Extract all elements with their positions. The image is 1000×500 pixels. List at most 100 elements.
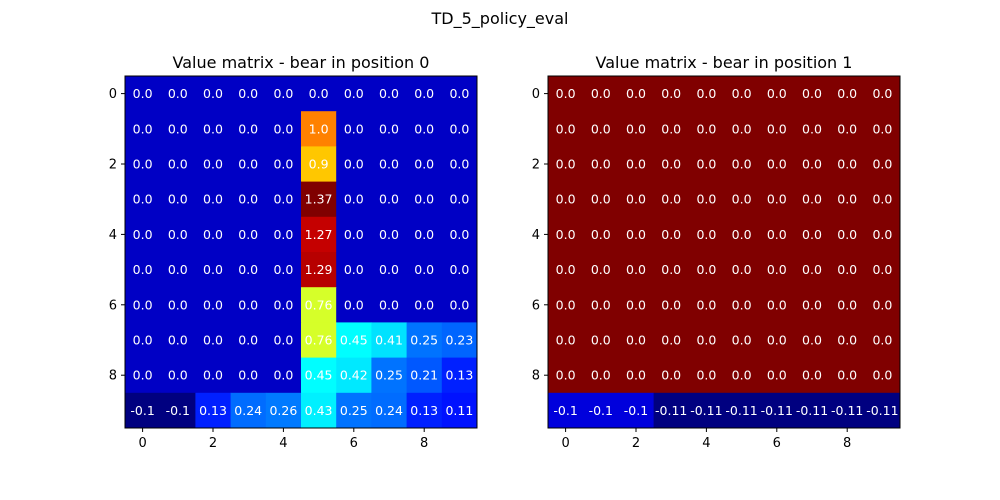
heatmap-cell-r3-c0 <box>548 181 584 218</box>
heatmap-cell-r3-c0 <box>125 181 161 218</box>
heatmap-cell-r7-c7 <box>794 322 831 359</box>
cell-value-label: -0.1 <box>553 403 577 418</box>
axes-frame <box>124 75 478 429</box>
cell-value-label: 0.0 <box>696 297 716 312</box>
heatmap-cell-r4-c8 <box>406 216 443 253</box>
heatmap-cell-r5-c8 <box>829 252 866 288</box>
cell-value-label: 0.0 <box>273 157 293 172</box>
cell-value-label: -0.11 <box>761 403 793 418</box>
cell-value-label: 0.0 <box>872 121 892 136</box>
heatmap-cell-r3-c5 <box>301 181 337 218</box>
cell-value-label: 0.0 <box>556 227 576 242</box>
cell-value-label: 0.0 <box>556 192 576 207</box>
cell-value-label: 0.0 <box>238 121 258 136</box>
cell-value-label: 0.0 <box>238 227 258 242</box>
heatmap-cell-r8-c5 <box>301 357 337 394</box>
heatmap-cell-r9-c7 <box>794 392 831 429</box>
heatmap-cell-r9-c6 <box>336 392 372 429</box>
y-tick-label: 8 <box>109 369 117 384</box>
cell-value-label: 0.0 <box>661 297 681 312</box>
heatmap-cell-r2-c1 <box>583 146 619 183</box>
cell-value-label: 0.0 <box>168 333 188 348</box>
cell-value-label: -0.11 <box>866 403 898 418</box>
heatmap-cell-r1-c0 <box>125 111 161 147</box>
cell-value-label: 0.0 <box>379 192 399 207</box>
heatmap-cell-r2-c0 <box>548 146 584 183</box>
heatmap-cell-r4-c0 <box>548 216 584 253</box>
cell-value-label: -0.1 <box>589 403 613 418</box>
heatmap-cell-r5-c2 <box>618 252 655 288</box>
cell-value-label: 0.0 <box>168 121 188 136</box>
cell-value-label: 0.0 <box>344 227 364 242</box>
cell-value-label: 0.43 <box>305 403 333 418</box>
cell-value-label: 0.0 <box>414 157 434 172</box>
cell-value-label: 0.0 <box>344 262 364 277</box>
heatmap-cell-r8-c1 <box>583 357 619 394</box>
cell-value-label: 0.0 <box>872 333 892 348</box>
heatmap-cell-r9-c0 <box>548 392 584 429</box>
cell-value-label: 0.0 <box>626 297 646 312</box>
x-tick-label: 2 <box>632 436 640 451</box>
heatmap-cell-r1-c6 <box>759 111 795 147</box>
heatmap-cell-r0-c6 <box>336 76 372 112</box>
cell-value-label: 0.0 <box>414 86 434 101</box>
heatmap-cell-r9-c9 <box>441 392 478 429</box>
heatmap-cell-r7-c9 <box>864 322 901 359</box>
heatmap-cell-r5-c1 <box>583 252 619 288</box>
heatmap-cell-r2-c2 <box>195 146 232 183</box>
cell-value-label: 0.0 <box>449 192 469 207</box>
cell-value-label: 0.0 <box>591 227 611 242</box>
cell-value-label: 0.0 <box>168 86 188 101</box>
cell-value-label: 0.25 <box>410 333 438 348</box>
cell-value-label: 0.0 <box>626 368 646 383</box>
heatmap-cell-r8-c3 <box>653 357 690 394</box>
cell-value-label: 0.0 <box>837 262 857 277</box>
heatmap-cell-r8-c9 <box>441 357 478 394</box>
cell-value-label: 0.0 <box>661 192 681 207</box>
heatmap-cell-r0-c6 <box>759 76 795 112</box>
cell-value-label: 1.29 <box>305 262 333 277</box>
cell-value-label: 0.0 <box>732 157 752 172</box>
heatmap-cell-r2-c4 <box>688 146 725 183</box>
heatmap-cell-r8-c7 <box>371 357 408 394</box>
cell-value-label: 0.0 <box>273 192 293 207</box>
cell-value-label: -0.1 <box>130 403 154 418</box>
cell-value-label: 0.25 <box>375 368 403 383</box>
heatmap-cell-r5-c8 <box>406 252 443 288</box>
heatmap-cell-r7-c3 <box>653 322 690 359</box>
cell-value-label: 0.0 <box>344 297 364 312</box>
heatmap-cell-r7-c2 <box>618 322 655 359</box>
cell-value-label: 0.0 <box>449 227 469 242</box>
heatmap-cell-r6-c2 <box>195 287 232 323</box>
cell-value-label: 0.0 <box>802 121 822 136</box>
heatmap-cell-r1-c8 <box>829 111 866 147</box>
cell-value-label: 0.0 <box>133 227 153 242</box>
heatmap-cell-r1-c2 <box>618 111 655 147</box>
heatmap-cell-r3-c1 <box>583 181 619 218</box>
heatmap-cell-r1-c4 <box>265 111 302 147</box>
heatmap-cell-r6-c9 <box>441 287 478 323</box>
heatmap-cell-r4-c2 <box>195 216 232 253</box>
heatmap-cell-r1-c3 <box>230 111 267 147</box>
heatmap-cell-r3-c6 <box>759 181 795 218</box>
heatmap-cell-r0-c1 <box>583 76 619 112</box>
heatmap-cell-r2-c4 <box>265 146 302 183</box>
heatmap-cell-r2-c9 <box>441 146 478 183</box>
heatmap-cell-r9-c9 <box>864 392 901 429</box>
heatmap-cell-r2-c7 <box>794 146 831 183</box>
heatmap-cell-r7-c4 <box>688 322 725 359</box>
cell-value-label: 0.0 <box>379 86 399 101</box>
y-tick-label: 0 <box>532 87 540 102</box>
heatmap-cell-r3-c8 <box>406 181 443 218</box>
heatmap-cell-r1-c8 <box>406 111 443 147</box>
cell-value-label: 0.0 <box>696 121 716 136</box>
cell-value-label: 0.24 <box>234 403 262 418</box>
cell-value-label: 0.0 <box>732 262 752 277</box>
cell-value-label: 0.0 <box>238 86 258 101</box>
cell-value-label: 0.0 <box>238 333 258 348</box>
heatmap-cell-r2-c1 <box>160 146 196 183</box>
cell-value-label: 0.0 <box>802 192 822 207</box>
heatmap-cell-r3-c3 <box>230 181 267 218</box>
x-tick-label: 4 <box>279 436 287 451</box>
cell-value-label: 0.0 <box>273 262 293 277</box>
